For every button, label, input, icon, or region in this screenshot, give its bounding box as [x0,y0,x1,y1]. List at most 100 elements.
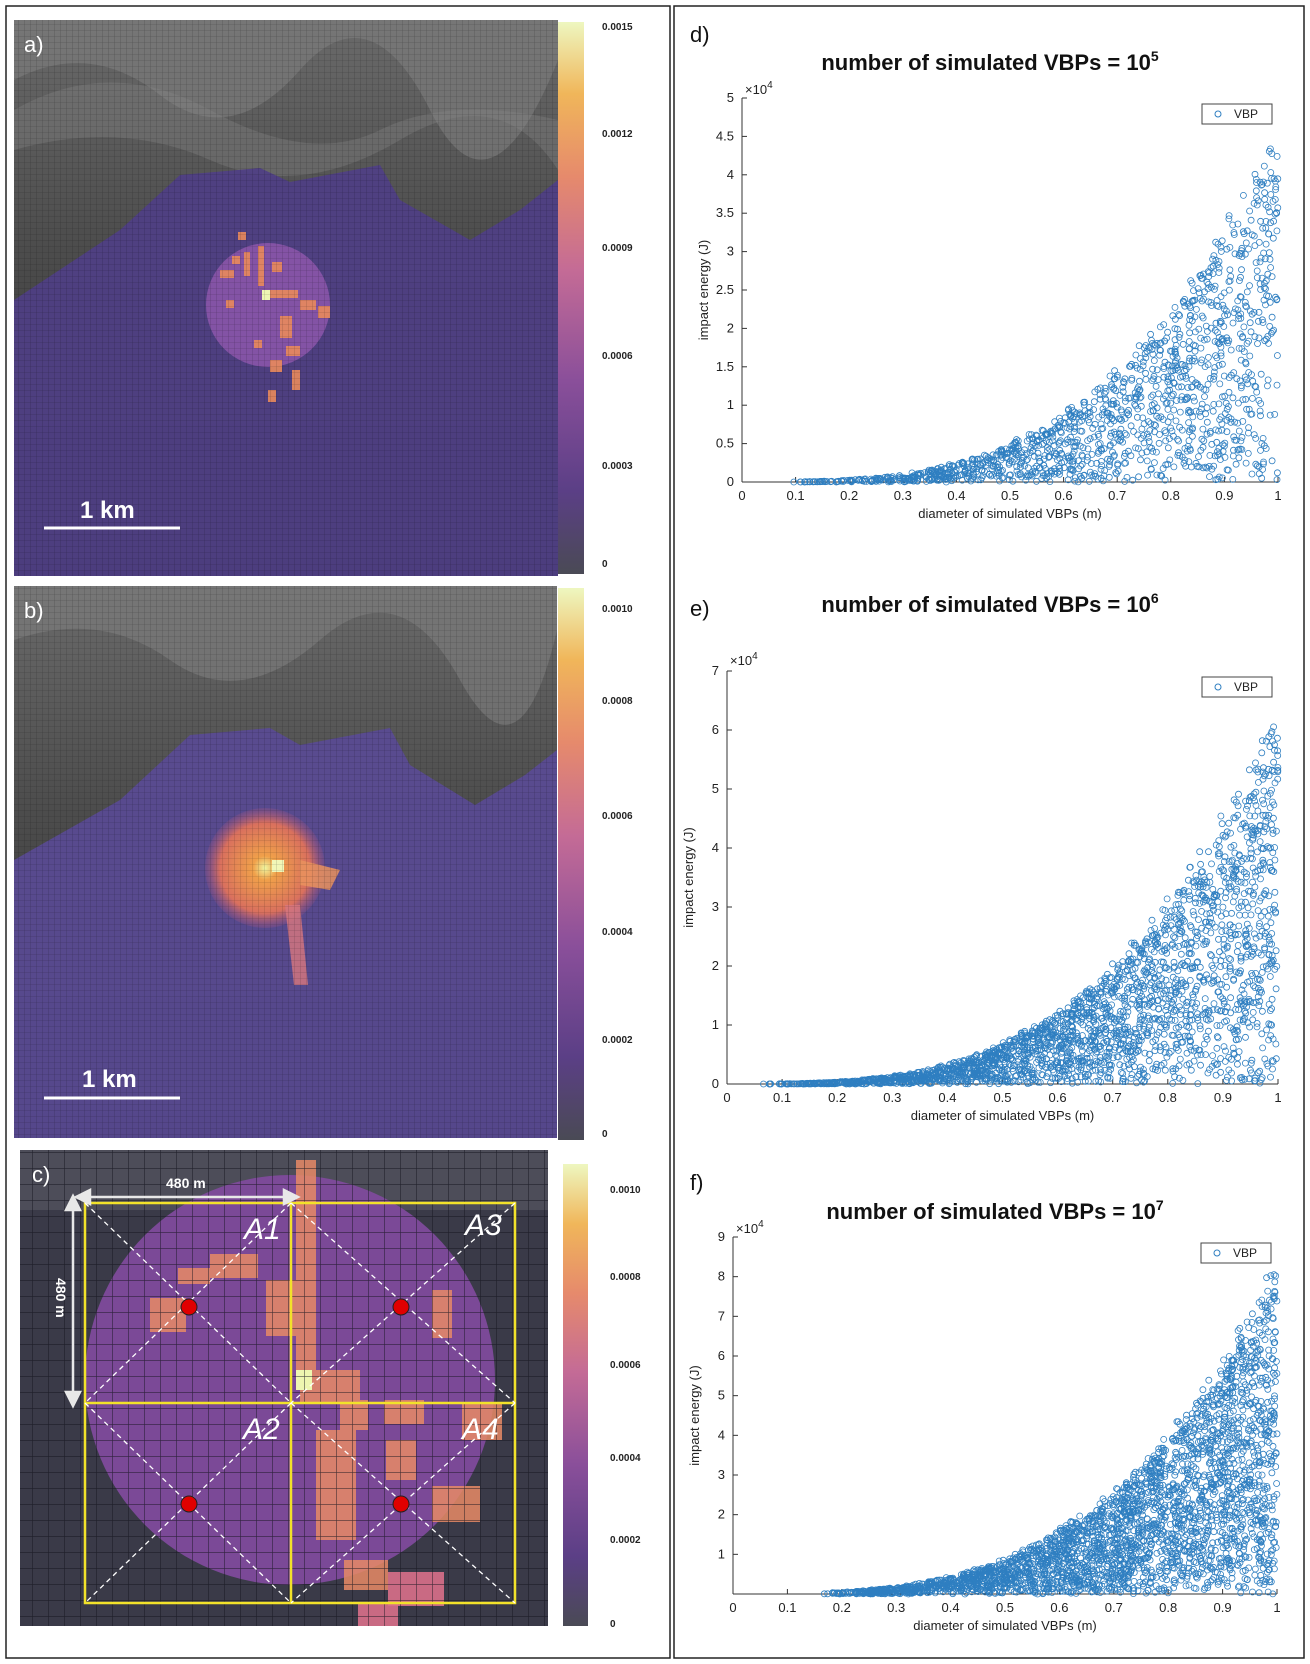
data-point [1248,310,1256,318]
data-point [1201,995,1209,1002]
legend-label: VBP [1234,680,1258,694]
data-point [1218,426,1226,434]
y-exponent-label: ×104 [730,651,758,668]
data-point [1014,437,1022,445]
x-tick-label: 0.6 [1050,1600,1068,1615]
data-point [1157,339,1165,347]
data-point [1258,749,1266,757]
data-point [1217,343,1225,351]
x-tick-label: 0.7 [1108,488,1126,503]
data-point [1264,270,1272,278]
data-point [1152,382,1160,390]
data-point [1216,317,1224,325]
data-point [1214,240,1222,248]
data-point [881,473,889,481]
data-point [1268,767,1276,774]
data-point [1217,318,1225,326]
data-point [1157,347,1164,354]
x-tick-label: 0.7 [1104,1090,1122,1105]
x-tick-label: 0.4 [942,1600,960,1615]
data-point [1273,1480,1280,1487]
data-point [1216,380,1224,388]
data-point [1268,821,1275,828]
data-point [1197,413,1204,420]
data-point [1235,315,1242,323]
data-point [992,472,1000,480]
data-point [1185,338,1193,345]
x-tick-label: 0.9 [1214,1090,1232,1105]
data-point [1264,912,1272,920]
data-point [1160,1030,1168,1038]
data-point [1223,428,1231,436]
data-point [969,456,977,463]
data-point [1123,473,1131,481]
data-point [1101,384,1109,392]
data-point [1205,848,1212,856]
data-point [1024,455,1031,463]
data-point [985,471,993,478]
data-point [1189,413,1197,421]
y-tick-label: 5 [712,781,719,796]
data-point [1245,424,1252,432]
data-point [1086,1021,1093,1028]
data-point [1221,439,1229,447]
data-point [1161,1066,1169,1074]
data-point [1142,375,1150,383]
data-point [1121,452,1128,460]
data-point [1164,418,1172,426]
data-point [1152,422,1159,429]
height-label: 480 m [53,1278,69,1318]
width-label: 480 m [166,1175,206,1191]
y-tick-label: 4 [718,1427,725,1442]
data-point [1205,1027,1212,1035]
data-point [1219,301,1227,309]
data-point [1250,308,1258,316]
data-point [1172,341,1180,349]
data-point [1255,334,1263,342]
y-tick-label: 0.5 [716,436,734,451]
data-point [982,452,990,460]
data-point [1201,393,1208,401]
data-point [978,474,986,482]
data-point [1255,1589,1263,1597]
data-point [1258,439,1266,447]
data-point [1150,421,1158,429]
x-tick-label: 0.6 [1055,488,1073,503]
data-point [1126,1065,1133,1073]
data-point [1217,812,1225,820]
data-point [1108,383,1116,391]
data-point [1114,435,1122,443]
data-point [1252,434,1260,442]
data-point [1079,452,1086,460]
data-point [900,477,908,485]
area-label-a2: A2 [241,1413,280,1446]
data-point [1150,372,1158,380]
x-axis-label: diameter of simulated VBPs (m) [913,1618,1097,1633]
data-point [1135,342,1143,350]
data-point [1013,439,1020,447]
data-point [1151,925,1159,932]
data-point [811,478,819,486]
data-point [1235,399,1242,407]
data-point [1240,323,1248,331]
data-point [1191,894,1199,902]
data-point [1236,277,1243,285]
y-tick-label: 5 [727,90,734,105]
data-point [1100,408,1108,416]
data-point [1269,1335,1277,1343]
data-point [1175,437,1182,445]
x-tick-label: 0.8 [1162,488,1180,503]
data-point [1138,449,1146,457]
data-point [1236,377,1244,385]
data-point [1188,376,1196,383]
y-tick-label: 5 [718,1388,725,1403]
data-point [1178,907,1186,915]
scale-bar-label: 1 km [80,497,135,524]
data-point [1262,285,1269,293]
data-point [1244,904,1252,912]
data-point [995,472,1003,479]
data-point [1181,396,1189,404]
data-point [1175,449,1182,457]
data-point [1132,444,1139,452]
data-point [1151,428,1158,436]
